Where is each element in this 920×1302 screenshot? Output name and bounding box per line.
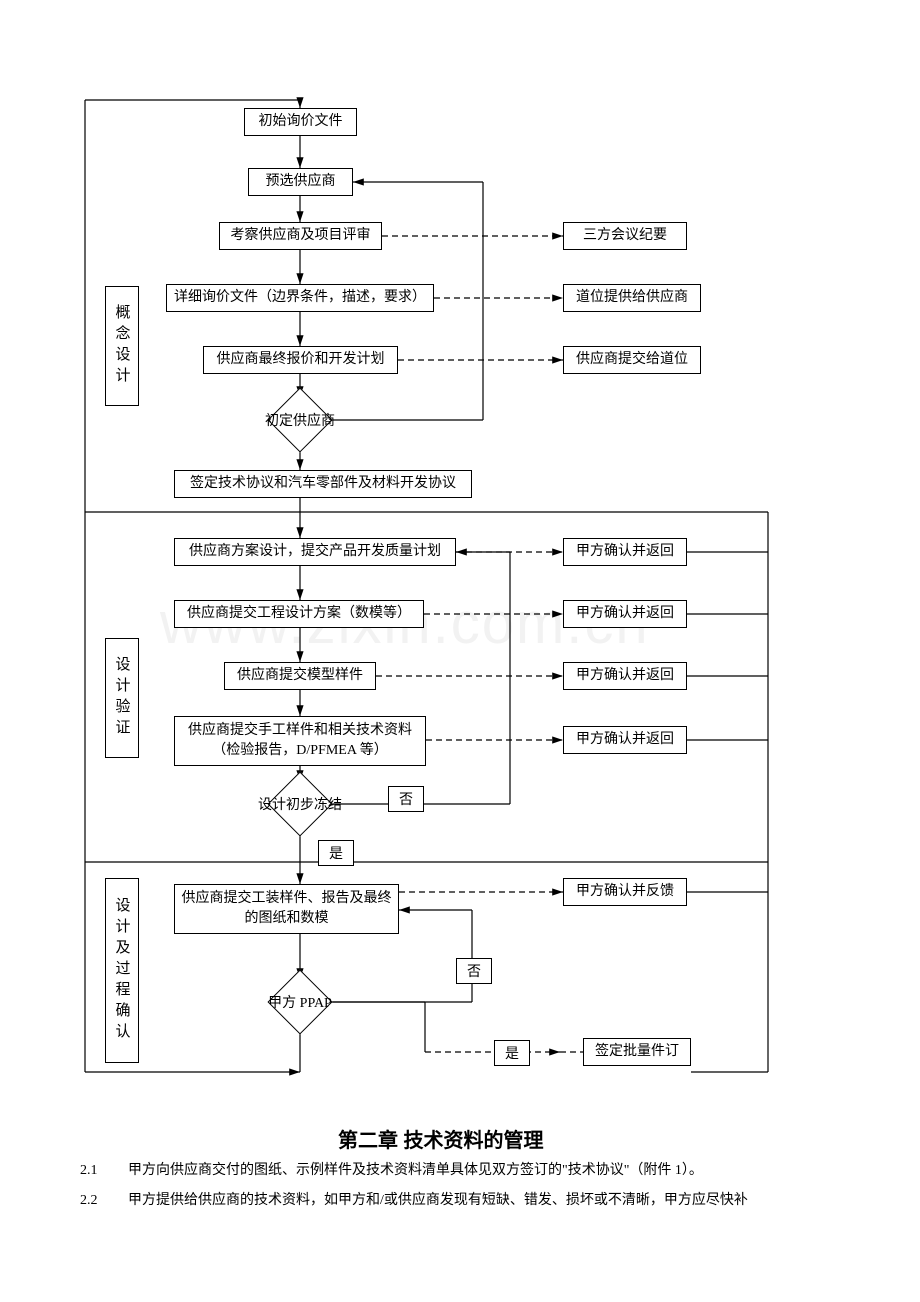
node-meeting-minutes: 三方会议纪要 [563, 222, 687, 250]
phase-design-verification: 设计验证 [105, 638, 139, 758]
node-confirm-return-4: 甲方确认并返回 [563, 726, 687, 754]
node-confirm-return-1: 甲方确认并返回 [563, 538, 687, 566]
body-item-text-2: 甲方提供给供应商的技术资料，如甲方和/或供应商发现有短缺、错发、损坏或不清晰，甲… [128, 1190, 868, 1212]
node-manual-sample: 供应商提交手工样件和相关技术资料（检验报告，D/PFMEA 等） [174, 716, 426, 766]
label-no-2: 否 [456, 958, 492, 984]
label-yes-1: 是 [318, 840, 354, 866]
node-preselect-supplier: 预选供应商 [248, 168, 353, 196]
node-tooling-sample: 供应商提交工装样件、报告及最终的图纸和数模 [174, 884, 399, 934]
node-provide-to-supplier: 道位提供给供应商 [563, 284, 701, 312]
node-engineering-design: 供应商提交工程设计方案（数模等） [174, 600, 424, 628]
phase-label: 概念设计 [112, 304, 133, 388]
phase-label: 设计验证 [112, 656, 133, 740]
node-inspect-supplier: 考察供应商及项目评审 [219, 222, 382, 250]
body-item-text-1: 甲方向供应商交付的图纸、示例样件及技术资料清单具体见双方签订的"技术协议"（附件… [128, 1160, 868, 1182]
decision-design-freeze: 设计初步冻结 [277, 781, 323, 827]
node-confirm-return-2: 甲方确认并返回 [563, 600, 687, 628]
node-supplier-design: 供应商方案设计，提交产品开发质量计划 [174, 538, 456, 566]
phase-label: 设计及过程确认 [112, 897, 133, 1044]
body-item-num-1: 2.1 [80, 1160, 98, 1182]
node-initial-quote: 初始询价文件 [244, 108, 357, 136]
node-detailed-quote: 详细询价文件（边界条件，描述，要求） [166, 284, 434, 312]
node-sign-batch-order: 签定批量件订 [583, 1038, 691, 1066]
node-sign-agreement: 签定技术协议和汽车零部件及材料开发协议 [174, 470, 472, 498]
body-item-num-2: 2.2 [80, 1190, 98, 1212]
node-supplier-submit: 供应商提交给道位 [563, 346, 701, 374]
phase-design-process-confirm: 设计及过程确认 [105, 878, 139, 1063]
node-confirm-return-3: 甲方确认并返回 [563, 662, 687, 690]
label-yes-2: 是 [494, 1040, 530, 1066]
decision-select-supplier: 初定供应商 [277, 397, 323, 443]
node-model-sample: 供应商提交模型样件 [224, 662, 376, 690]
node-final-quote: 供应商最终报价和开发计划 [203, 346, 398, 374]
chapter-title: 第二章 技术资料的管理 [338, 1124, 544, 1153]
phase-concept-design: 概念设计 [105, 286, 139, 406]
node-confirm-feedback: 甲方确认并反馈 [563, 878, 687, 906]
label-no-1: 否 [388, 786, 424, 812]
decision-ppap: 甲方 PPAP [277, 979, 323, 1025]
